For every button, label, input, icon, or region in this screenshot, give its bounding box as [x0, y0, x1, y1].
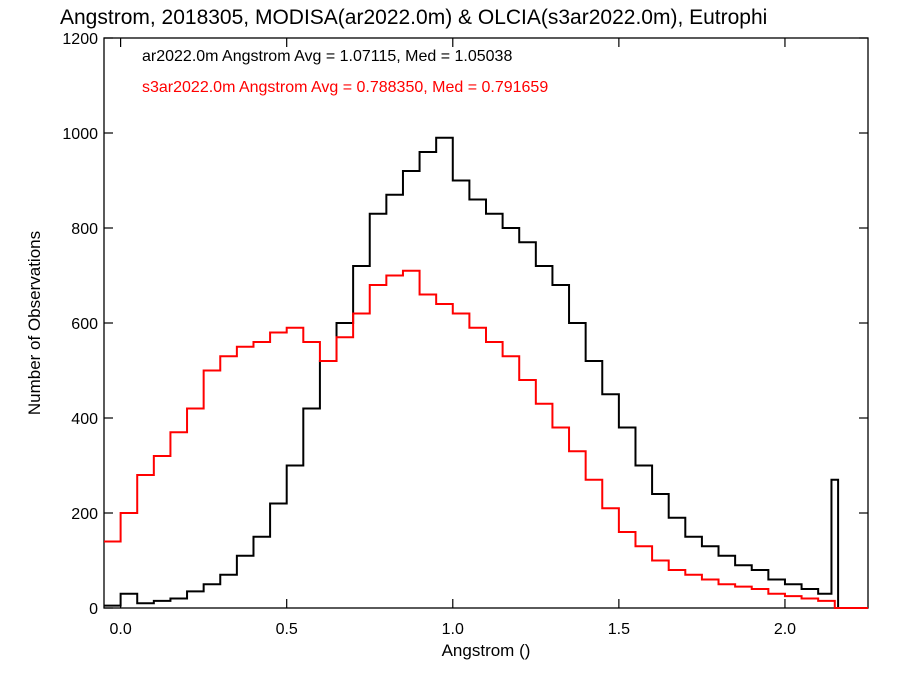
series-layer — [104, 136, 868, 609]
y-tick-label: 1000 — [62, 126, 98, 143]
y-tick-label: 1200 — [62, 31, 98, 48]
x-tick-label: 0.0 — [109, 621, 131, 638]
series-line-s3ar2022-0m — [104, 269, 868, 609]
x-axis: 0.0 0.5 1.0 1.5 2.0 — [109, 38, 796, 638]
x-tick-label: 1.0 — [442, 621, 464, 638]
series-line-ar2022-0m — [104, 136, 868, 609]
legend-entry-ar2022: ar2022.0m Angstrom Avg = 1.07115, Med = … — [142, 48, 512, 65]
x-tick-label: 2.0 — [774, 621, 796, 638]
y-tick-label: 400 — [71, 411, 98, 428]
y-tick-label: 200 — [71, 506, 98, 523]
chart-title: Angstrom, 2018305, MODISA(ar2022.0m) & O… — [60, 6, 767, 29]
legend-entry-s3ar2022: s3ar2022.0m Angstrom Avg = 0.788350, Med… — [142, 79, 548, 96]
x-tick-label: 1.5 — [608, 621, 630, 638]
y-tick-label: 600 — [71, 316, 98, 333]
x-axis-label: Angstrom () — [442, 641, 531, 660]
plot-frame — [103, 37, 869, 609]
y-axis: 0 200 400 600 800 1000 1200 — [62, 31, 868, 618]
y-tick-label: 800 — [71, 221, 98, 238]
y-axis-label: Number of Observations — [25, 231, 44, 415]
y-tick-label: 0 — [89, 601, 98, 618]
x-tick-label: 0.5 — [276, 621, 298, 638]
